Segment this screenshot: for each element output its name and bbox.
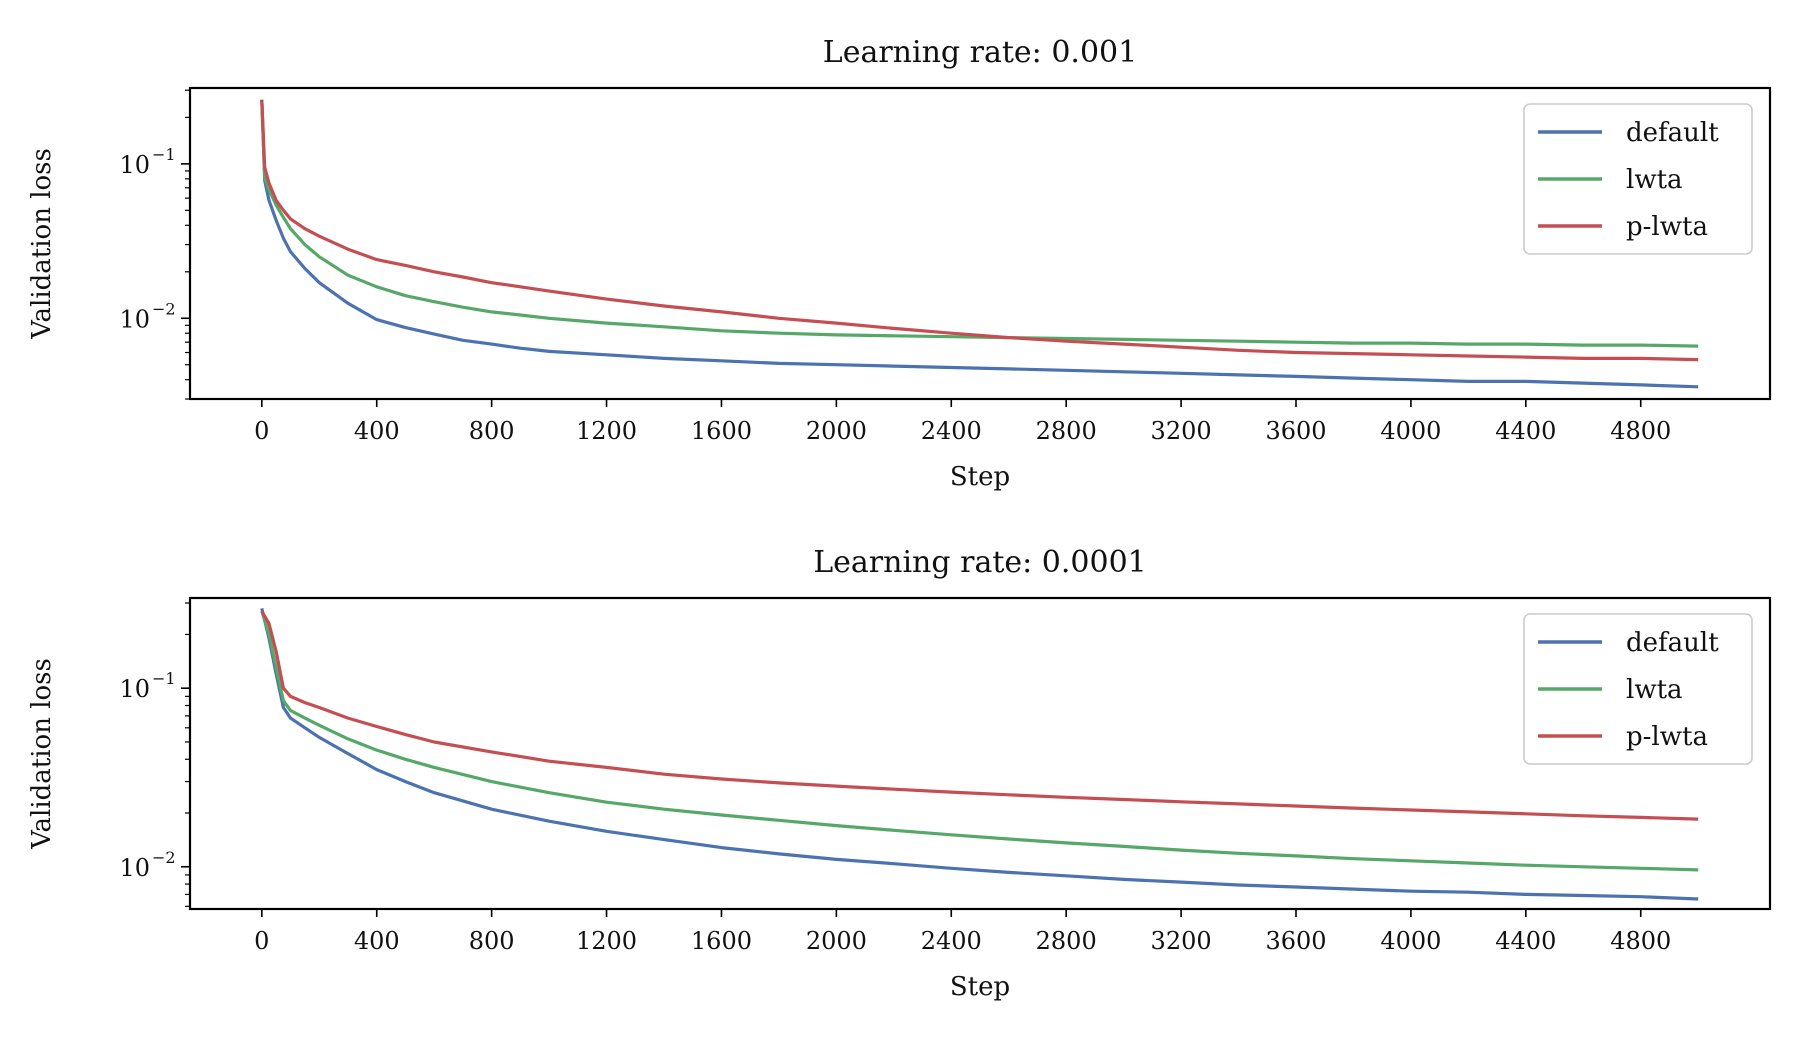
y-tick-base: 10 [119,305,150,333]
chart-title: Learning rate: 0.001 [823,35,1137,70]
legend-label-p-lwta: p-lwta [1626,722,1708,752]
x-tick-label: 3600 [1265,417,1326,445]
x-tick-label: 3200 [1151,927,1212,955]
y-tick-base: 10 [119,151,150,179]
y-tick-exponent: −1 [152,145,176,164]
y-tick-label: 10 [119,151,150,179]
y-tick-label: 10 [119,305,150,333]
x-tick-label: 4000 [1380,927,1441,955]
x-tick-label: 2400 [921,417,982,445]
legend-label-p-lwta: p-lwta [1626,212,1708,242]
x-axis-label: Step [950,462,1010,492]
legend-box [1523,613,1753,765]
x-tick-label: 1600 [691,417,752,445]
x-tick-label: 3200 [1151,417,1212,445]
y-tick-exponent: −2 [152,299,176,318]
series-line-default [260,99,1699,389]
x-tick-label: 2400 [921,927,982,955]
x-tick-label: 2000 [806,927,867,955]
x-tick-label: 800 [469,927,515,955]
series-line-p-lwta [260,610,1699,821]
x-tick-label: 800 [469,417,515,445]
plot-frame [188,86,1772,401]
x-tick-label: 2000 [806,417,867,445]
x-tick-label: 4800 [1610,417,1671,445]
bottom-panel: Learning rate: 0.0001 0 400 800 1200 1600 2000… [27,545,1772,1002]
y-tick-exponent: −1 [152,669,176,688]
x-tick-label: 400 [354,417,400,445]
x-tick-label: 4000 [1380,417,1441,445]
legend: default lwta p-lwta [1523,103,1753,255]
x-tick-label: 3600 [1265,927,1326,955]
y-tick-base: 10 [119,675,150,703]
chart-title: Learning rate: 0.0001 [813,545,1147,580]
x-tick-label: 4400 [1495,927,1556,955]
legend-box [1523,103,1753,255]
plot-frame [188,596,1772,911]
y-tick-exponent: −2 [152,848,176,867]
series-line-default [260,608,1699,901]
x-tick-label: 4800 [1610,927,1671,955]
y-axis-label: Validation loss [27,658,57,850]
legend-label-default: default [1626,628,1719,658]
legend-label-default: default [1626,118,1719,148]
x-tick-label: 1200 [576,417,637,445]
top-panel: Learning rate: 0.001 0 400 800 1200 1600 2000 2… [27,35,1772,492]
x-tick-label: 1200 [576,927,637,955]
x-tick-label: 400 [354,927,400,955]
legend-label-lwta: lwta [1626,165,1683,195]
x-tick-label: 2800 [1036,417,1097,445]
x-axis-label: Step [950,972,1010,1002]
x-tick-label: 4400 [1495,417,1556,445]
series-line-p-lwta [260,99,1699,362]
y-tick-label: 10 [119,854,150,882]
y-tick-base: 10 [119,854,150,882]
y-tick-label: 10 [119,675,150,703]
x-tick-label: 1600 [691,927,752,955]
legend-label-lwta: lwta [1626,675,1683,705]
series-line-lwta [260,610,1699,872]
legend: default lwta p-lwta [1523,613,1753,765]
x-tick-label: 0 [254,927,269,955]
y-axis-label: Validation loss [27,148,57,340]
series-line-lwta [260,99,1699,348]
x-tick-label: 2800 [1036,927,1097,955]
x-tick-label: 0 [254,417,269,445]
